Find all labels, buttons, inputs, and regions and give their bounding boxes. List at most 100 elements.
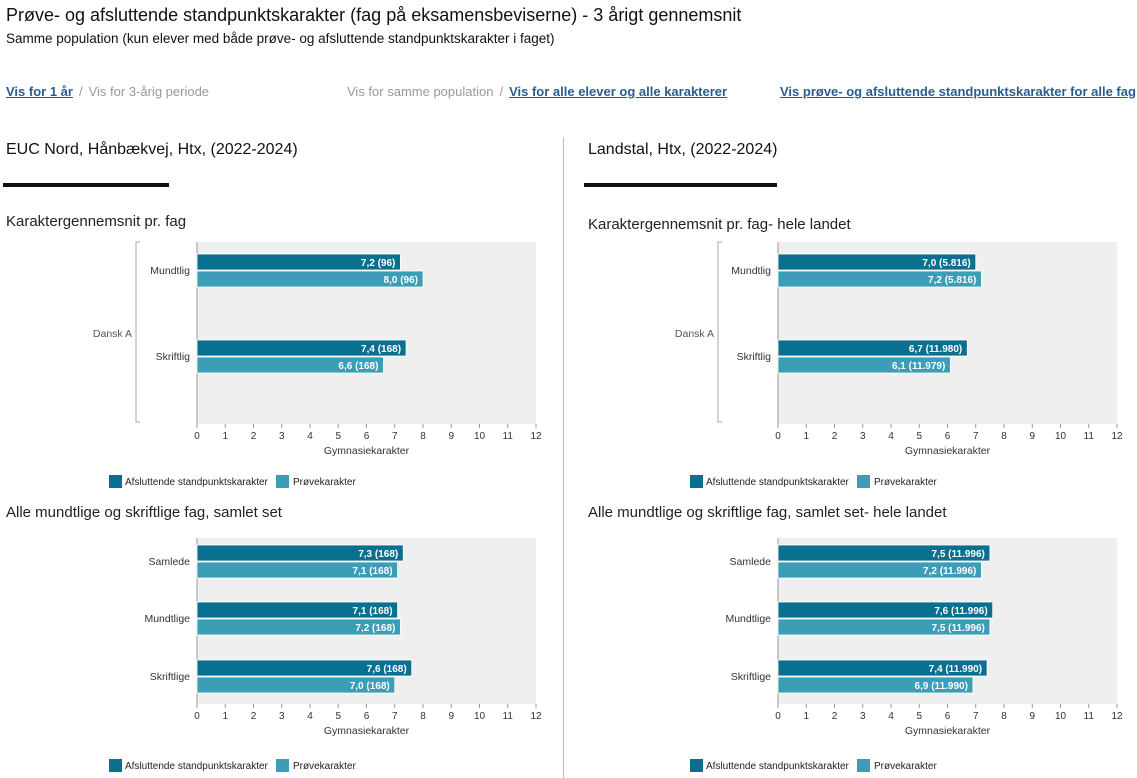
category-label: Samlede	[730, 556, 772, 568]
left-total-chart: 0 1 2 3 4 5 6 7 8 9 10 11 12GymnasiekarakterSamlede7…	[109, 538, 542, 772]
x-tick-label: 12	[1111, 711, 1123, 722]
legend-label-afsluttende[interactable]: Afsluttende standpunktskarakter	[706, 761, 850, 772]
bar-data-label: 7,6 (11.996)	[934, 606, 987, 617]
population-nav: Vis for samme population / Vis for alle el…	[347, 84, 727, 99]
bar-data-label: 6,7 (11.980)	[909, 344, 962, 355]
bar[interactable]	[777, 659, 988, 677]
legend-swatch-prove[interactable]	[276, 759, 289, 772]
bar[interactable]	[777, 601, 994, 619]
bar[interactable]	[196, 561, 398, 579]
category-label: Mundtlig	[150, 265, 190, 277]
x-tick-label: 2	[251, 431, 257, 442]
bar[interactable]	[777, 253, 977, 271]
x-tick-label: 10	[1055, 431, 1067, 442]
x-tick-label: 5	[916, 431, 922, 442]
legend-label-prove[interactable]: Prøvekarakter	[874, 477, 937, 488]
category-label: Skriftlig	[737, 351, 772, 363]
x-tick-label: 3	[279, 711, 285, 722]
x-tick-label: 11	[1084, 431, 1095, 442]
legend-label-prove[interactable]: Prøvekarakter	[874, 761, 937, 772]
x-tick-label: 6	[945, 711, 951, 722]
bar[interactable]	[777, 339, 968, 357]
bar[interactable]	[777, 561, 982, 579]
legend-label-afsluttende[interactable]: Afsluttende standpunktskarakter	[706, 477, 850, 488]
chart-title: Alle mundtlige og skriftlige fag, samlet…	[6, 504, 282, 521]
legend-label-afsluttende[interactable]: Afsluttende standpunktskarakter	[125, 477, 269, 488]
nav-separator: /	[78, 84, 83, 99]
chart-title: Karaktergennemsnit pr. fag	[6, 213, 187, 230]
page-title: Prøve- og afsluttende standpunktskarakte…	[6, 5, 742, 25]
legend-swatch-afsluttende[interactable]	[690, 759, 703, 772]
bar[interactable]	[777, 676, 974, 694]
bar[interactable]	[196, 339, 407, 357]
x-tick-label: 0	[194, 711, 200, 722]
x-tick-label: 6	[364, 431, 370, 442]
left-panel-title: EUC Nord, Hånbækvej, Htx, (2022-2024)	[6, 141, 298, 158]
group-label: Dansk A	[675, 328, 714, 340]
x-axis-label: Gymnasiekarakter	[324, 445, 410, 457]
right-panel-title: Landstal, Htx, (2022-2024)	[588, 141, 778, 158]
bar-data-label: 7,4 (11.990)	[929, 664, 982, 675]
x-tick-label: 1	[803, 711, 809, 722]
legend-swatch-afsluttende[interactable]	[109, 475, 122, 488]
bar-data-label: 6,9 (11.990)	[915, 681, 968, 692]
category-label: Skriftlige	[731, 671, 771, 683]
bar[interactable]	[196, 659, 413, 677]
x-tick-label: 1	[222, 711, 228, 722]
legend-swatch-prove[interactable]	[857, 475, 870, 488]
bar[interactable]	[196, 270, 424, 288]
x-tick-label: 9	[448, 711, 454, 722]
all-subjects-link[interactable]: Vis prøve- og afsluttende standpunktskar…	[780, 84, 1136, 99]
x-tick-label: 7	[392, 711, 398, 722]
legend-swatch-afsluttende[interactable]	[690, 475, 703, 488]
nav-separator: /	[499, 84, 504, 99]
x-axis-label: Gymnasiekarakter	[905, 445, 991, 457]
x-tick-label: 1	[222, 431, 228, 442]
x-tick-label: 8	[420, 431, 426, 442]
bar[interactable]	[196, 356, 384, 374]
bar[interactable]	[777, 618, 991, 636]
bar[interactable]	[196, 253, 401, 271]
x-tick-label: 4	[307, 431, 313, 442]
legend-swatch-prove[interactable]	[857, 759, 870, 772]
bar-data-label: 7,0 (5.816)	[922, 258, 970, 269]
bar[interactable]	[777, 270, 982, 288]
bar[interactable]	[196, 676, 396, 694]
bar-data-label: 7,1 (168)	[353, 606, 393, 617]
x-tick-label: 5	[916, 711, 922, 722]
bar-data-label: 7,5 (11.996)	[932, 549, 985, 560]
category-label: Skriftlig	[156, 351, 191, 363]
right-panel-bar	[584, 183, 777, 187]
x-tick-label: 11	[503, 711, 514, 722]
x-tick-label: 3	[279, 431, 285, 442]
x-tick-label: 2	[251, 711, 257, 722]
x-tick-label: 4	[888, 711, 894, 722]
category-label: Mundtlige	[144, 613, 190, 625]
x-tick-label: 4	[888, 431, 894, 442]
bar[interactable]	[196, 618, 401, 636]
bar[interactable]	[777, 356, 951, 374]
legend-swatch-afsluttende[interactable]	[109, 759, 122, 772]
one-year-link[interactable]: Vis for 1 år	[6, 84, 73, 99]
bar-data-label: 7,2 (11.996)	[923, 566, 976, 577]
legend-label-prove[interactable]: Prøvekarakter	[293, 477, 356, 488]
legend-label-afsluttende[interactable]: Afsluttende standpunktskarakter	[125, 761, 269, 772]
x-tick-label: 10	[1055, 711, 1067, 722]
chart-title: Karaktergennemsnit pr. fag- hele landet	[588, 216, 851, 233]
all-students-link[interactable]: Vis for alle elever og alle karakterer	[509, 84, 728, 99]
x-tick-label: 6	[945, 431, 951, 442]
bar[interactable]	[196, 601, 398, 619]
x-tick-label: 4	[307, 711, 313, 722]
legend-label-prove[interactable]: Prøvekarakter	[293, 761, 356, 772]
x-tick-label: 12	[1111, 431, 1123, 442]
category-label: Samlede	[149, 556, 191, 568]
bar[interactable]	[196, 544, 404, 562]
legend-swatch-prove[interactable]	[276, 475, 289, 488]
bar-data-label: 8,0 (96)	[384, 275, 418, 286]
bar-data-label: 7,2 (96)	[361, 258, 395, 269]
category-label: Mundtlige	[725, 613, 771, 625]
bar[interactable]	[777, 544, 991, 562]
x-tick-label: 2	[832, 431, 838, 442]
